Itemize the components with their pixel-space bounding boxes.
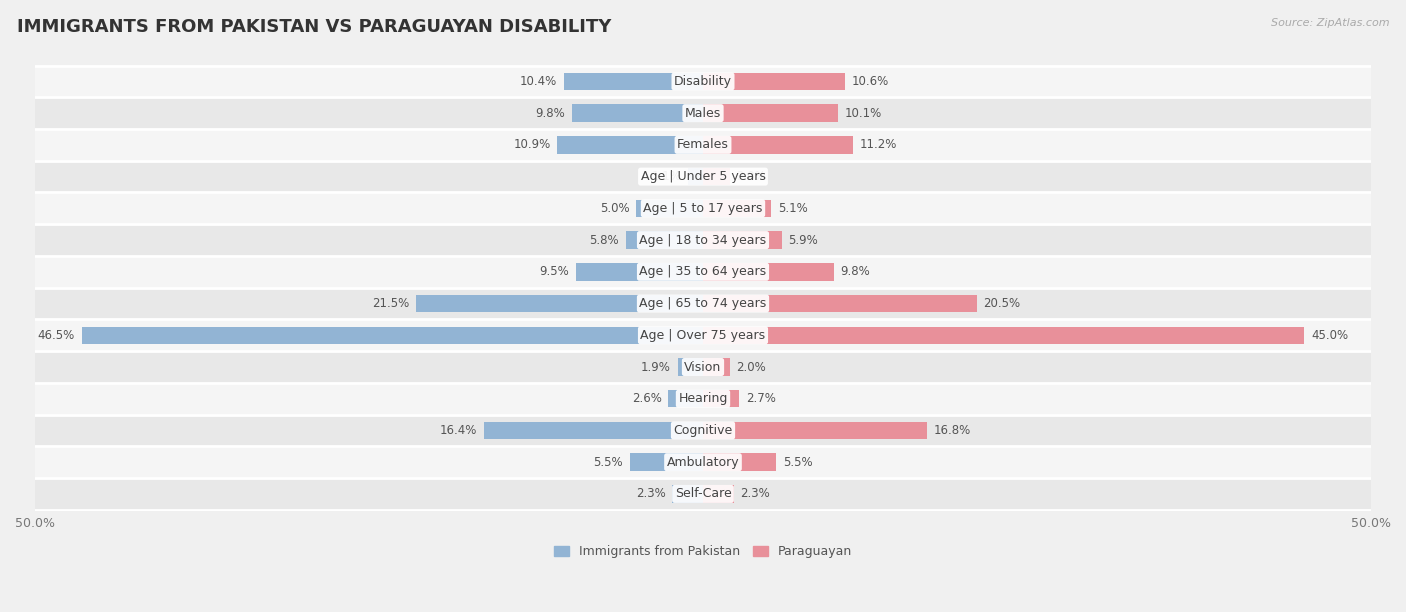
Bar	[35, 193, 1371, 224]
Text: 5.9%: 5.9%	[789, 234, 818, 247]
Text: 10.6%: 10.6%	[851, 75, 889, 88]
Text: 2.3%: 2.3%	[741, 487, 770, 501]
Text: Males: Males	[685, 106, 721, 119]
Bar	[557, 136, 703, 154]
Text: Source: ZipAtlas.com: Source: ZipAtlas.com	[1271, 18, 1389, 28]
Bar	[35, 129, 1371, 161]
Bar	[630, 453, 703, 471]
Bar	[703, 136, 852, 154]
Text: Age | Under 5 years: Age | Under 5 years	[641, 170, 765, 183]
Text: 10.4%: 10.4%	[520, 75, 557, 88]
Text: Hearing: Hearing	[678, 392, 728, 405]
Bar	[572, 105, 703, 122]
Bar	[703, 485, 734, 502]
Bar	[564, 73, 703, 90]
Bar	[35, 414, 1371, 446]
Bar	[35, 65, 1371, 97]
Text: Self-Care: Self-Care	[675, 487, 731, 501]
Text: 9.5%: 9.5%	[540, 266, 569, 278]
Bar	[689, 168, 703, 185]
Bar	[35, 288, 1371, 319]
Text: Cognitive: Cognitive	[673, 424, 733, 437]
Bar	[35, 351, 1371, 383]
Bar	[703, 422, 928, 439]
Text: Disability: Disability	[673, 75, 733, 88]
Bar	[703, 105, 838, 122]
Text: 11.2%: 11.2%	[859, 138, 897, 151]
Bar	[484, 422, 703, 439]
Text: Age | 65 to 74 years: Age | 65 to 74 years	[640, 297, 766, 310]
Text: 1.1%: 1.1%	[652, 170, 682, 183]
Text: 45.0%: 45.0%	[1310, 329, 1348, 341]
Bar	[35, 97, 1371, 129]
Text: 2.3%: 2.3%	[636, 487, 665, 501]
Text: 16.8%: 16.8%	[934, 424, 972, 437]
Text: 9.8%: 9.8%	[536, 106, 565, 119]
Bar	[82, 327, 703, 344]
Text: 5.8%: 5.8%	[589, 234, 619, 247]
Bar	[35, 319, 1371, 351]
Text: 5.1%: 5.1%	[778, 202, 807, 215]
Bar	[636, 200, 703, 217]
Bar	[35, 224, 1371, 256]
Bar	[703, 390, 740, 408]
Bar	[703, 327, 1305, 344]
Text: 5.0%: 5.0%	[600, 202, 630, 215]
Text: 21.5%: 21.5%	[371, 297, 409, 310]
Text: Ambulatory: Ambulatory	[666, 456, 740, 469]
Text: 10.9%: 10.9%	[513, 138, 551, 151]
Text: Age | 35 to 64 years: Age | 35 to 64 years	[640, 266, 766, 278]
Bar	[626, 231, 703, 249]
Text: 2.0%: 2.0%	[737, 170, 766, 183]
Legend: Immigrants from Pakistan, Paraguayan: Immigrants from Pakistan, Paraguayan	[550, 540, 856, 563]
Text: IMMIGRANTS FROM PAKISTAN VS PARAGUAYAN DISABILITY: IMMIGRANTS FROM PAKISTAN VS PARAGUAYAN D…	[17, 18, 612, 36]
Text: 20.5%: 20.5%	[984, 297, 1021, 310]
Text: Females: Females	[678, 138, 728, 151]
Bar	[35, 446, 1371, 478]
Text: 1.9%: 1.9%	[641, 360, 671, 373]
Bar	[672, 485, 703, 502]
Bar	[35, 161, 1371, 193]
Text: 16.4%: 16.4%	[440, 424, 477, 437]
Text: Age | 5 to 17 years: Age | 5 to 17 years	[644, 202, 762, 215]
Bar	[703, 73, 845, 90]
Text: 46.5%: 46.5%	[38, 329, 75, 341]
Text: 5.5%: 5.5%	[783, 456, 813, 469]
Text: Vision: Vision	[685, 360, 721, 373]
Text: 2.7%: 2.7%	[745, 392, 776, 405]
Text: Age | 18 to 34 years: Age | 18 to 34 years	[640, 234, 766, 247]
Bar	[35, 256, 1371, 288]
Bar	[703, 358, 730, 376]
Bar	[703, 200, 770, 217]
Bar	[703, 295, 977, 312]
Bar	[678, 358, 703, 376]
Bar	[703, 453, 776, 471]
Bar	[35, 478, 1371, 510]
Bar	[703, 168, 730, 185]
Text: 10.1%: 10.1%	[845, 106, 882, 119]
Bar	[416, 295, 703, 312]
Bar	[703, 231, 782, 249]
Text: 5.5%: 5.5%	[593, 456, 623, 469]
Bar	[35, 383, 1371, 414]
Bar	[576, 263, 703, 280]
Text: Age | Over 75 years: Age | Over 75 years	[641, 329, 765, 341]
Text: 9.8%: 9.8%	[841, 266, 870, 278]
Text: 2.0%: 2.0%	[737, 360, 766, 373]
Bar	[703, 263, 834, 280]
Bar	[668, 390, 703, 408]
Text: 2.6%: 2.6%	[631, 392, 662, 405]
